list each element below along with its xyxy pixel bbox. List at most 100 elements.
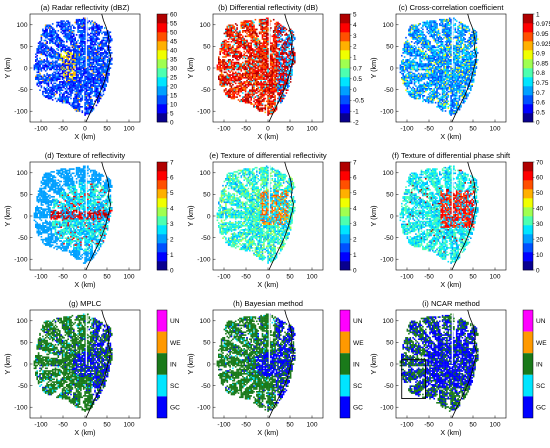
data-cell <box>60 69 62 71</box>
data-cell <box>228 69 230 71</box>
data-cell <box>235 78 237 80</box>
data-cell <box>86 89 88 91</box>
y-tick-label: -50 <box>201 87 211 94</box>
data-cell <box>274 65 276 67</box>
data-cell <box>67 74 69 76</box>
data-cell <box>266 52 268 54</box>
data-cell <box>229 47 231 49</box>
data-cell <box>270 27 272 29</box>
data-cell <box>51 58 53 60</box>
data-cell <box>435 27 437 29</box>
data-cell <box>232 88 234 90</box>
data-cell <box>94 85 96 87</box>
data-cell <box>253 83 255 85</box>
data-cell <box>105 67 107 69</box>
data-cell <box>84 112 86 114</box>
data-cell <box>236 54 238 56</box>
data-cell <box>49 91 51 93</box>
data-cell <box>231 88 233 90</box>
data-cell <box>60 51 62 53</box>
data-cell <box>242 101 244 103</box>
data-cell <box>84 60 86 62</box>
data-cell <box>267 34 269 36</box>
data-cell <box>59 74 61 76</box>
data-cell <box>253 33 255 35</box>
data-cell <box>46 66 48 68</box>
data-cell <box>90 36 92 38</box>
data-cell <box>236 27 238 29</box>
data-cell <box>245 63 247 65</box>
data-cell <box>36 66 38 68</box>
data-cell <box>249 54 251 56</box>
data-cell <box>93 41 95 43</box>
data-cell <box>238 80 240 82</box>
data-cell <box>77 98 79 100</box>
data-cell <box>91 78 93 80</box>
data-cell <box>101 33 103 35</box>
data-cell <box>224 41 226 43</box>
data-cell <box>94 41 96 43</box>
data-cell <box>108 33 110 35</box>
data-cell <box>277 78 279 80</box>
data-cell <box>87 49 89 51</box>
data-cell <box>55 54 57 56</box>
data-cell <box>69 96 71 98</box>
data-cell <box>222 65 224 67</box>
data-cell <box>276 34 278 36</box>
data-cell <box>84 36 86 38</box>
data-cell <box>241 77 243 79</box>
data-cell <box>412 38 414 40</box>
data-cell <box>36 74 38 76</box>
data-cell <box>76 56 78 58</box>
data-cell <box>76 73 78 75</box>
data-cell <box>91 27 93 29</box>
data-cell <box>249 65 251 67</box>
data-cell <box>236 41 238 43</box>
data-cell <box>48 88 50 90</box>
data-cell <box>39 81 41 83</box>
data-cell <box>70 69 72 71</box>
data-cell <box>100 59 102 61</box>
data-cell <box>426 20 428 22</box>
colorbar-segment <box>157 95 167 104</box>
data-cell <box>281 81 283 83</box>
data-cell <box>83 62 85 64</box>
data-cell <box>91 77 93 79</box>
data-cell <box>93 78 95 80</box>
data-cell <box>229 92 231 94</box>
data-cell <box>283 66 285 68</box>
data-cell <box>59 81 61 83</box>
data-cell <box>70 94 72 96</box>
colorbar-segment <box>157 41 167 50</box>
data-cell <box>234 77 236 79</box>
data-cell <box>221 78 223 80</box>
data-cell <box>269 81 271 83</box>
data-cell <box>90 27 92 29</box>
data-cell <box>448 20 450 22</box>
data-cell <box>418 37 420 39</box>
data-cell <box>218 59 220 61</box>
data-cell <box>280 77 282 79</box>
data-cell <box>272 59 274 61</box>
data-cell <box>86 92 88 94</box>
colorbar-tick-label: 0.7 <box>353 65 362 72</box>
data-cell <box>266 30 268 32</box>
data-cell <box>262 105 264 107</box>
data-cell <box>48 77 50 79</box>
data-cell <box>257 78 259 80</box>
data-cell <box>73 85 75 87</box>
data-cell <box>272 102 274 104</box>
data-cell <box>238 38 240 40</box>
data-cell <box>288 55 290 57</box>
data-cell <box>232 94 234 96</box>
data-cell <box>63 36 65 38</box>
data-cell <box>267 19 269 21</box>
data-cell <box>262 42 264 44</box>
data-cell <box>65 60 67 62</box>
data-cell <box>246 73 248 75</box>
data-cell <box>246 65 248 67</box>
data-cell <box>231 74 233 76</box>
data-cell <box>53 37 55 39</box>
data-cell <box>49 80 51 82</box>
data-cell <box>436 33 438 35</box>
